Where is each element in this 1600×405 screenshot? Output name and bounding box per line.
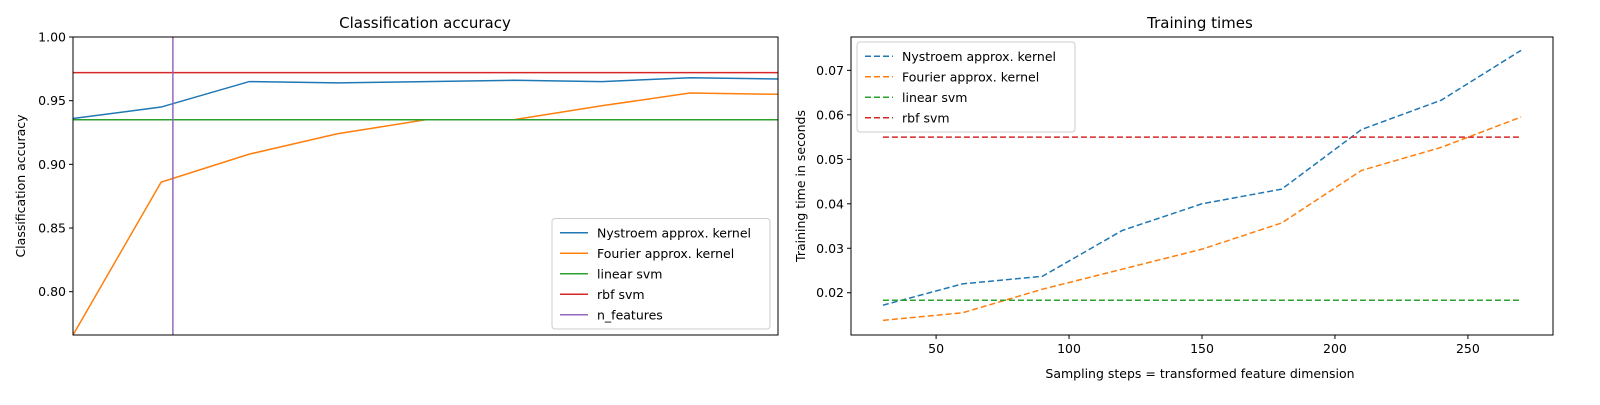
y-tick-label: 0.85 [38, 221, 66, 236]
legend-box [551, 218, 771, 330]
legend-label-linear-svm: linear svm [597, 266, 662, 281]
y-tick-label: 0.02 [816, 285, 844, 300]
series-lines [73, 37, 778, 335]
series-line-nystroem-approx-kernel [882, 49, 1522, 306]
legend-label-rbf-svm: rbf svm [902, 110, 950, 125]
plot-frame [72, 36, 779, 336]
accuracy-chart-title: Classification accuracy [339, 14, 511, 32]
legend-label-linear-svm: linear svm [902, 90, 967, 105]
legend-label-nystroem-approx-kernel: Nystroem approx. kernel [902, 49, 1056, 64]
x-tick-label: 250 [1456, 341, 1480, 356]
y-tick-label: 0.90 [38, 157, 66, 172]
training-times-x-axis-label: Sampling steps = transformed feature dim… [1045, 366, 1354, 381]
training-times-chart: Training times Sampling steps = transfor… [793, 14, 1554, 381]
legend-box [856, 41, 1076, 133]
legend-label-fourier-approx-kernel: Fourier approx. kernel [902, 69, 1039, 84]
accuracy-chart-y-axis-label: Classification accuracy [13, 114, 28, 258]
training-times-chart-title: Training times [1146, 14, 1253, 32]
legend: Nystroem approx. kernel Fourier approx. k… [551, 218, 771, 330]
y-tick-label: 0.06 [816, 107, 844, 122]
y-tick-label: 0.80 [38, 284, 66, 299]
y-tick-label: 0.05 [816, 152, 844, 167]
y-tick-label: 0.04 [816, 196, 844, 211]
x-tick-label: 100 [1057, 341, 1081, 356]
series-lines [882, 49, 1522, 322]
accuracy-plot-area: 0.80 0.85 0.90 0.95 1.00 Nystroem approx. ker… [38, 30, 779, 336]
training-times-y-axis-label: Training time in seconds [793, 110, 808, 263]
legend: Nystroem approx. kernel Fourier approx. k… [856, 41, 1076, 133]
legend-label-nystroem-approx-kernel: Nystroem approx. kernel [597, 225, 751, 240]
legend-label-rbf-svm: rbf svm [597, 287, 645, 302]
training-times-plot-area: 0.02 0.03 0.04 0.05 0.06 0.07 50 100 150 200 250 Ny… [816, 36, 1554, 356]
series-line-nystroem-approx-kernel [73, 76, 778, 120]
series-line-fourier-approx-kernel [882, 116, 1522, 322]
x-tick-label: 50 [928, 341, 944, 356]
y-tick-label: 0.07 [816, 63, 844, 78]
x-tick-label: 200 [1323, 341, 1347, 356]
y-tick-label: 1.00 [38, 30, 66, 45]
legend-label-n-features: n_features [597, 307, 663, 322]
x-tick-label: 150 [1190, 341, 1214, 356]
legend-label-fourier-approx-kernel: Fourier approx. kernel [597, 246, 734, 261]
accuracy-chart: Classification accuracy Classification a… [13, 14, 779, 336]
y-tick-label: 0.95 [38, 93, 66, 108]
y-tick-label: 0.03 [816, 241, 844, 256]
